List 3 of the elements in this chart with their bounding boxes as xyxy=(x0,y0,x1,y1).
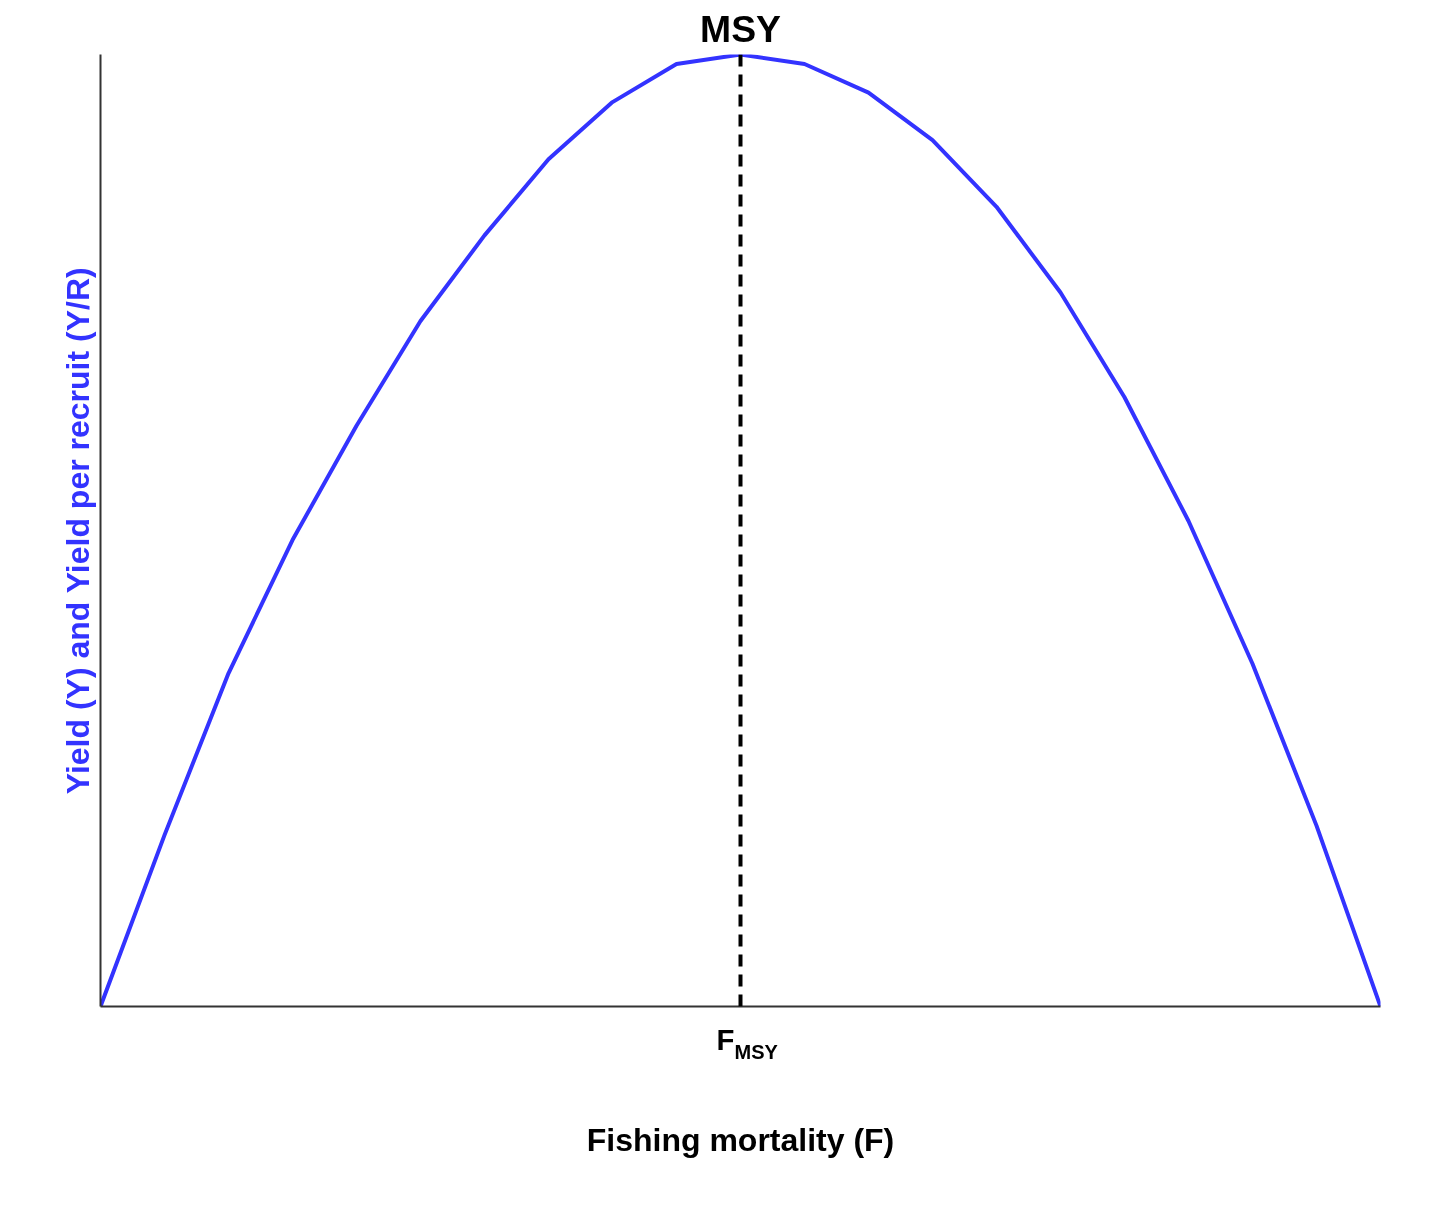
chart-title: MSY xyxy=(700,7,782,50)
x-axis-title: Fishing mortality (F) xyxy=(586,1121,895,1158)
y-axis-title: Yield (Y) and Yield per recruit (Y/R) xyxy=(59,267,96,795)
